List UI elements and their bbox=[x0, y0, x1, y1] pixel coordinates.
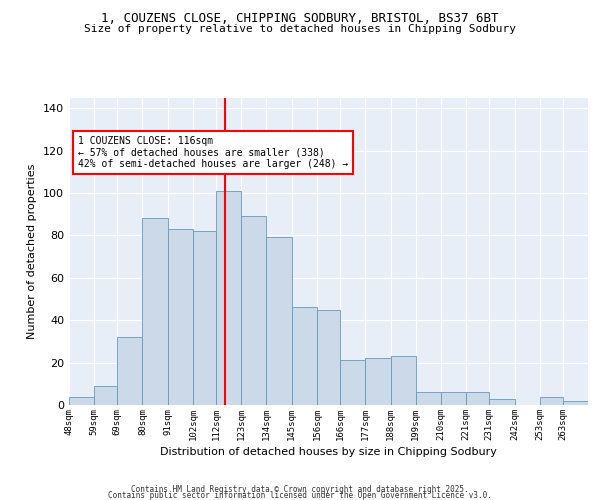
Bar bbox=[540, 396, 563, 405]
Bar bbox=[292, 308, 317, 405]
Bar bbox=[441, 392, 466, 405]
Bar bbox=[142, 218, 168, 405]
X-axis label: Distribution of detached houses by size in Chipping Sodbury: Distribution of detached houses by size … bbox=[160, 447, 497, 457]
Bar bbox=[193, 231, 216, 405]
Bar bbox=[489, 398, 515, 405]
Text: 1, COUZENS CLOSE, CHIPPING SODBURY, BRISTOL, BS37 6BT: 1, COUZENS CLOSE, CHIPPING SODBURY, BRIS… bbox=[101, 12, 499, 26]
Bar bbox=[391, 356, 416, 405]
Bar bbox=[340, 360, 365, 405]
Text: Size of property relative to detached houses in Chipping Sodbury: Size of property relative to detached ho… bbox=[84, 24, 516, 34]
Bar bbox=[563, 401, 588, 405]
Bar bbox=[266, 238, 292, 405]
Bar bbox=[168, 229, 193, 405]
Bar bbox=[216, 191, 241, 405]
Text: Contains HM Land Registry data © Crown copyright and database right 2025.: Contains HM Land Registry data © Crown c… bbox=[131, 485, 469, 494]
Bar bbox=[117, 337, 142, 405]
Y-axis label: Number of detached properties: Number of detached properties bbox=[28, 164, 37, 339]
Text: Contains public sector information licensed under the Open Government Licence v3: Contains public sector information licen… bbox=[108, 491, 492, 500]
Bar bbox=[69, 396, 94, 405]
Bar bbox=[416, 392, 441, 405]
Text: 1 COUZENS CLOSE: 116sqm
← 57% of detached houses are smaller (338)
42% of semi-d: 1 COUZENS CLOSE: 116sqm ← 57% of detache… bbox=[78, 136, 349, 169]
Bar bbox=[241, 216, 266, 405]
Bar bbox=[466, 392, 489, 405]
Bar bbox=[365, 358, 391, 405]
Bar bbox=[94, 386, 117, 405]
Bar bbox=[317, 310, 340, 405]
